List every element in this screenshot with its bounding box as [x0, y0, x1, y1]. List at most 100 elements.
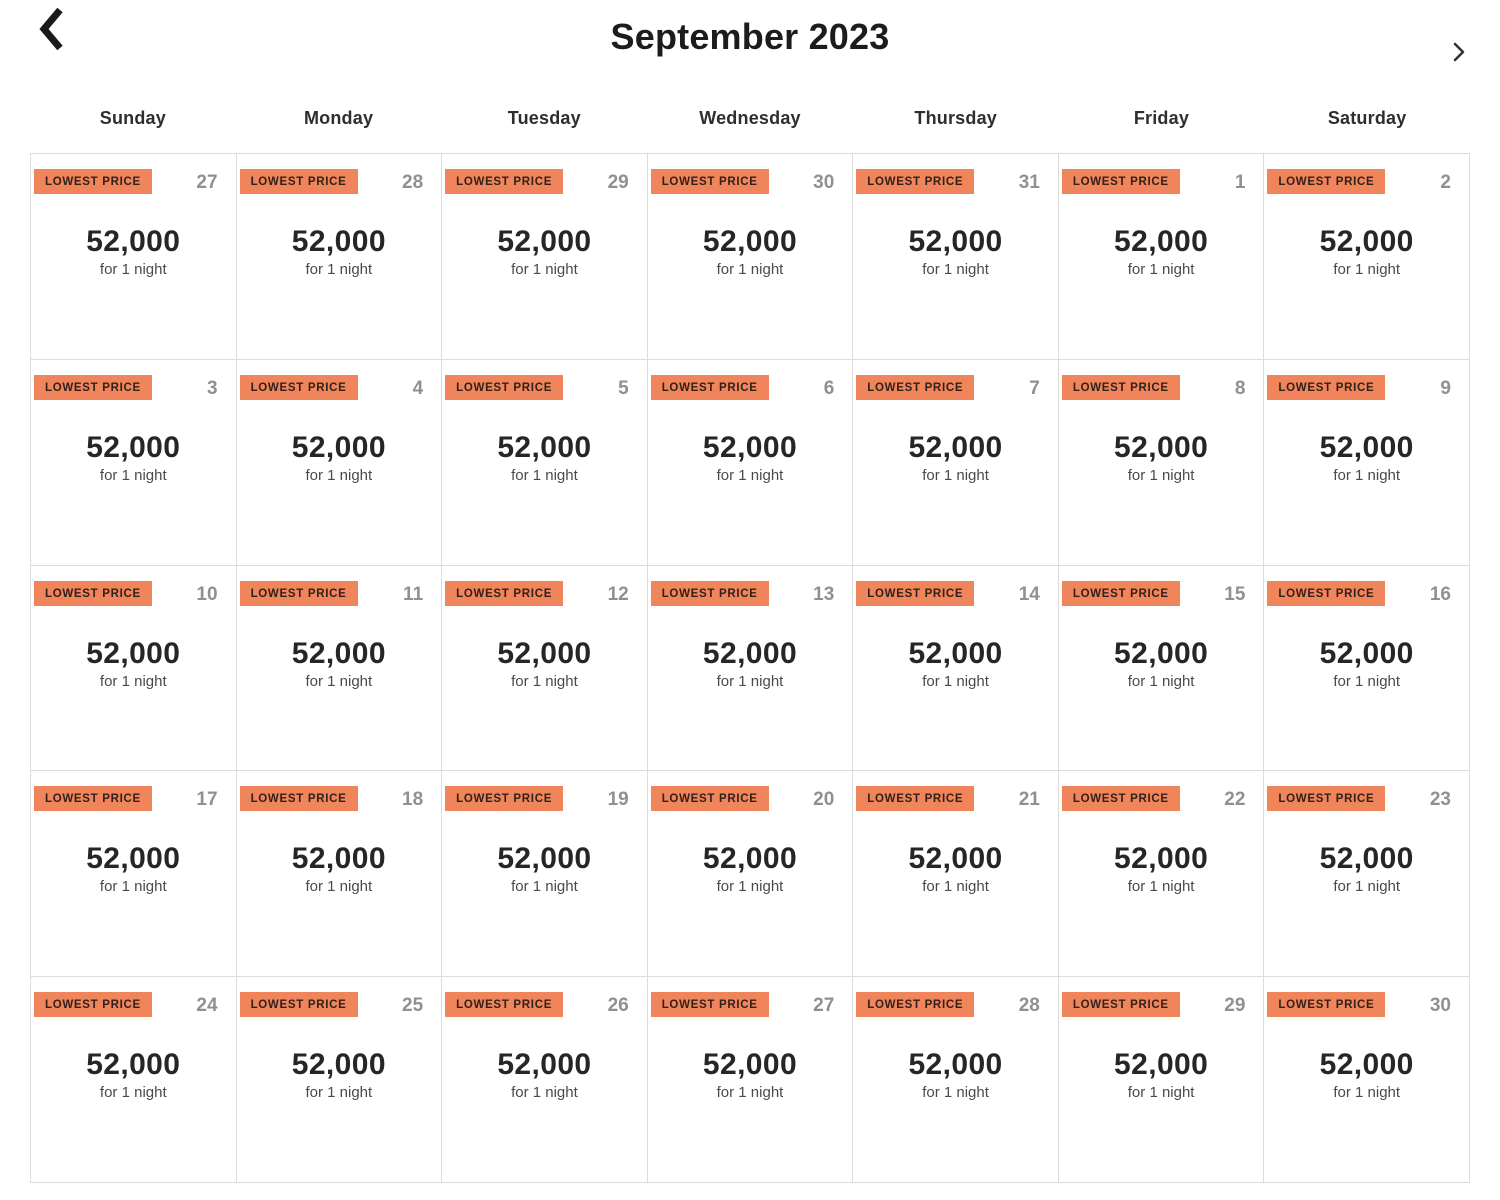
day-cell-top: LOWEST PRICE 19	[442, 786, 647, 812]
day-cell[interactable]: LOWEST PRICE 27 52,000 for 1 night	[31, 154, 237, 360]
day-cell-top: LOWEST PRICE 22	[1059, 786, 1264, 812]
day-cell[interactable]: LOWEST PRICE 28 52,000 for 1 night	[853, 977, 1059, 1183]
day-cell[interactable]: LOWEST PRICE 21 52,000 for 1 night	[853, 771, 1059, 978]
day-cell[interactable]: LOWEST PRICE 25 52,000 for 1 night	[236, 977, 443, 1183]
day-cell[interactable]: LOWEST PRICE 2 52,000 for 1 night	[1264, 154, 1470, 360]
lowest-price-badge: LOWEST PRICE	[445, 374, 564, 400]
day-number: 29	[607, 172, 629, 193]
price-block: 52,000 for 1 night	[1059, 225, 1264, 278]
day-cell[interactable]: LOWEST PRICE 12 52,000 for 1 night	[442, 565, 648, 772]
day-cell[interactable]: LOWEST PRICE 30 52,000 for 1 night	[1264, 977, 1470, 1183]
price-note: for 1 night	[1127, 878, 1195, 896]
day-cell[interactable]: LOWEST PRICE 29 52,000 for 1 night	[442, 154, 648, 360]
day-cell-top: LOWEST PRICE 20	[648, 786, 853, 812]
lowest-price-badge: LOWEST PRICE	[445, 992, 564, 1018]
day-number: 28	[1018, 995, 1040, 1017]
weekday-label: Monday	[303, 108, 374, 128]
day-number: 6	[823, 377, 835, 399]
day-number: 4	[412, 377, 424, 399]
price-note: for 1 night	[305, 672, 373, 690]
day-cell-top: LOWEST PRICE 27	[31, 169, 236, 194]
day-cell[interactable]: LOWEST PRICE 14 52,000 for 1 night	[853, 565, 1059, 772]
price-block: 52,000 for 1 night	[853, 225, 1058, 278]
price-block: 52,000 for 1 night	[648, 1048, 853, 1101]
day-number: 30	[1429, 995, 1451, 1017]
price-block: 52,000 for 1 night	[1264, 842, 1469, 895]
day-number: 3	[206, 377, 218, 399]
price-note: for 1 night	[1333, 672, 1401, 690]
day-cell[interactable]: LOWEST PRICE 4 52,000 for 1 night	[236, 359, 443, 566]
day-cell[interactable]: LOWEST PRICE 15 52,000 for 1 night	[1058, 565, 1265, 772]
day-cell[interactable]: LOWEST PRICE 20 52,000 for 1 night	[647, 771, 854, 978]
price-value: 52,000	[702, 1048, 798, 1082]
price-value: 52,000	[702, 636, 798, 670]
day-cell[interactable]: LOWEST PRICE 19 52,000 for 1 night	[442, 771, 648, 978]
day-cell[interactable]: LOWEST PRICE 3 52,000 for 1 night	[31, 359, 237, 566]
day-cell-top: LOWEST PRICE 31	[853, 169, 1058, 194]
weekday-label: Thursday	[914, 108, 998, 128]
day-cell[interactable]: LOWEST PRICE 8 52,000 for 1 night	[1058, 359, 1265, 566]
day-cell[interactable]: LOWEST PRICE 5 52,000 for 1 night	[442, 359, 648, 566]
day-cell[interactable]: LOWEST PRICE 13 52,000 for 1 night	[647, 565, 854, 772]
day-number: 26	[607, 995, 629, 1017]
lowest-price-badge: LOWEST PRICE	[856, 580, 975, 606]
day-number: 5	[618, 377, 629, 399]
price-note: for 1 night	[1333, 878, 1401, 896]
price-value: 52,000	[702, 225, 798, 258]
day-number: 27	[196, 172, 218, 193]
price-block: 52,000 for 1 night	[442, 637, 647, 690]
lowest-price-badge: LOWEST PRICE	[239, 374, 358, 400]
day-cell[interactable]: LOWEST PRICE 26 52,000 for 1 night	[442, 977, 648, 1183]
day-cell[interactable]: LOWEST PRICE 17 52,000 for 1 night	[31, 771, 237, 978]
price-block: 52,000 for 1 night	[853, 431, 1058, 484]
day-cell-top: LOWEST PRICE 30	[648, 169, 853, 194]
day-cell[interactable]: LOWEST PRICE 28 52,000 for 1 night	[236, 154, 443, 360]
chevron-left-icon	[39, 6, 65, 52]
day-cell[interactable]: LOWEST PRICE 22 52,000 for 1 night	[1058, 771, 1265, 978]
day-cell-top: LOWEST PRICE 28	[237, 169, 442, 194]
lowest-price-badge: LOWEST PRICE	[445, 786, 564, 812]
price-note: for 1 night	[716, 878, 784, 896]
price-block: 52,000 for 1 night	[237, 1048, 442, 1101]
day-cell[interactable]: LOWEST PRICE 6 52,000 for 1 night	[647, 359, 854, 566]
lowest-price-badge: LOWEST PRICE	[239, 786, 358, 812]
price-value: 52,000	[1114, 430, 1209, 464]
day-cell[interactable]: LOWEST PRICE 11 52,000 for 1 night	[236, 565, 443, 772]
lowest-price-badge: LOWEST PRICE	[34, 992, 152, 1018]
price-block: 52,000 for 1 night	[853, 842, 1058, 895]
day-cell[interactable]: LOWEST PRICE 24 52,000 for 1 night	[31, 977, 237, 1183]
price-block: 52,000 for 1 night	[31, 1048, 236, 1101]
day-number: 19	[607, 789, 629, 811]
day-number: 14	[1018, 583, 1040, 605]
day-number: 2	[1440, 172, 1451, 193]
day-cell[interactable]: LOWEST PRICE 7 52,000 for 1 night	[853, 359, 1059, 566]
lowest-price-badge: LOWEST PRICE	[650, 169, 769, 194]
day-cell[interactable]: LOWEST PRICE 10 52,000 for 1 night	[31, 565, 237, 772]
day-cell[interactable]: LOWEST PRICE 31 52,000 for 1 night	[853, 154, 1059, 360]
day-cell[interactable]: LOWEST PRICE 27 52,000 for 1 night	[647, 977, 854, 1183]
day-cell[interactable]: LOWEST PRICE 23 52,000 for 1 night	[1264, 771, 1470, 978]
day-number: 30	[813, 172, 835, 193]
day-cell[interactable]: LOWEST PRICE 1 52,000 for 1 night	[1058, 154, 1265, 360]
day-cell[interactable]: LOWEST PRICE 9 52,000 for 1 night	[1264, 359, 1470, 566]
next-month-button[interactable]	[1444, 38, 1472, 66]
price-value: 52,000	[291, 225, 386, 258]
day-cell-top: LOWEST PRICE 23	[1264, 786, 1469, 812]
day-cell[interactable]: LOWEST PRICE 18 52,000 for 1 night	[236, 771, 443, 978]
price-value: 52,000	[1319, 430, 1414, 464]
price-note: for 1 night	[1333, 466, 1401, 484]
price-value: 52,000	[702, 842, 798, 876]
day-cell[interactable]: LOWEST PRICE 30 52,000 for 1 night	[647, 154, 854, 360]
day-cell[interactable]: LOWEST PRICE 29 52,000 for 1 night	[1058, 977, 1265, 1183]
price-note: for 1 night	[1333, 1084, 1401, 1102]
day-cell-top: LOWEST PRICE 6	[648, 374, 853, 400]
price-note: for 1 night	[1127, 672, 1195, 690]
price-note: for 1 night	[305, 466, 373, 484]
day-cell[interactable]: LOWEST PRICE 16 52,000 for 1 night	[1264, 565, 1470, 772]
day-cell-top: LOWEST PRICE 30	[1264, 992, 1469, 1018]
lowest-price-badge: LOWEST PRICE	[1267, 374, 1386, 400]
lowest-price-badge: LOWEST PRICE	[34, 374, 152, 400]
price-block: 52,000 for 1 night	[31, 431, 236, 484]
day-cell-top: LOWEST PRICE 14	[853, 580, 1058, 606]
previous-month-button[interactable]	[34, 4, 70, 54]
